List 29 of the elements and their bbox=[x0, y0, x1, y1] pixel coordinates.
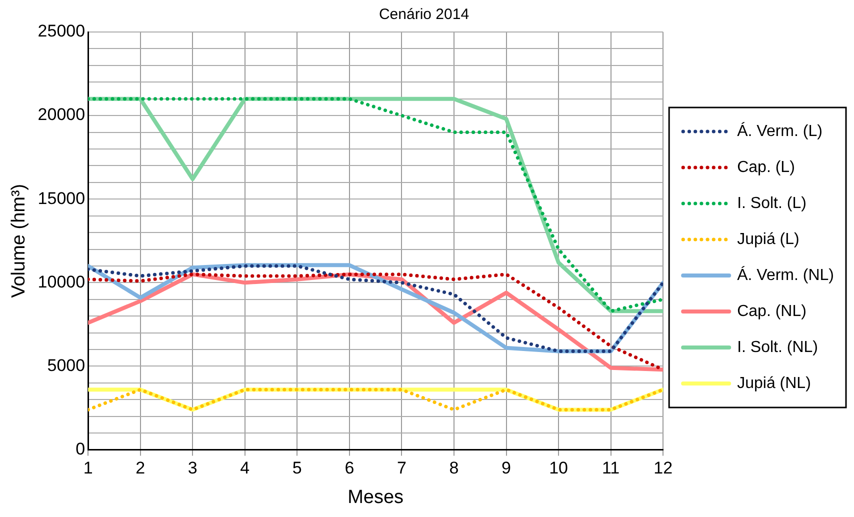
legend-label: I. Solt. (L) bbox=[737, 194, 806, 212]
x-tick-label: 3 bbox=[188, 458, 198, 478]
x-tick-label: 10 bbox=[549, 458, 568, 478]
x-tick-label: 12 bbox=[654, 458, 673, 478]
y-tick-label: 0 bbox=[76, 439, 86, 458]
x-tick-label: 1 bbox=[83, 458, 93, 478]
y-tick-label: 10000 bbox=[38, 272, 86, 292]
x-tick-label: 5 bbox=[292, 458, 302, 478]
legend-label: Á. Verm. (L) bbox=[737, 122, 822, 140]
legend-label: Á. Verm. (NL) bbox=[737, 266, 834, 284]
legend-label: Cap. (L) bbox=[737, 158, 795, 176]
legend-label: Jupiá (NL) bbox=[737, 374, 811, 392]
legend-label: Jupiá (L) bbox=[737, 230, 800, 248]
x-axis-title: Meses bbox=[348, 486, 404, 508]
y-tick-label: 15000 bbox=[38, 188, 86, 208]
x-tick-label: 9 bbox=[502, 458, 512, 478]
x-tick-label: 11 bbox=[602, 458, 620, 478]
legend-label: I. Solt. (NL) bbox=[737, 338, 818, 356]
x-tick-label: 6 bbox=[344, 458, 354, 478]
x-tick-label: 4 bbox=[240, 458, 250, 478]
y-tick-label: 25000 bbox=[38, 22, 86, 41]
y-tick-label: 5000 bbox=[47, 356, 86, 375]
y-tick-label: 20000 bbox=[38, 105, 86, 124]
legend-label: Cap. (NL) bbox=[737, 302, 806, 320]
chart-title: Cenário 2014 bbox=[378, 6, 470, 24]
y-axis-title: Volume (hm³) bbox=[8, 184, 30, 298]
x-tick-label: 7 bbox=[396, 458, 406, 478]
x-tick-label: 8 bbox=[449, 458, 459, 478]
x-tick-label: 2 bbox=[136, 458, 146, 478]
